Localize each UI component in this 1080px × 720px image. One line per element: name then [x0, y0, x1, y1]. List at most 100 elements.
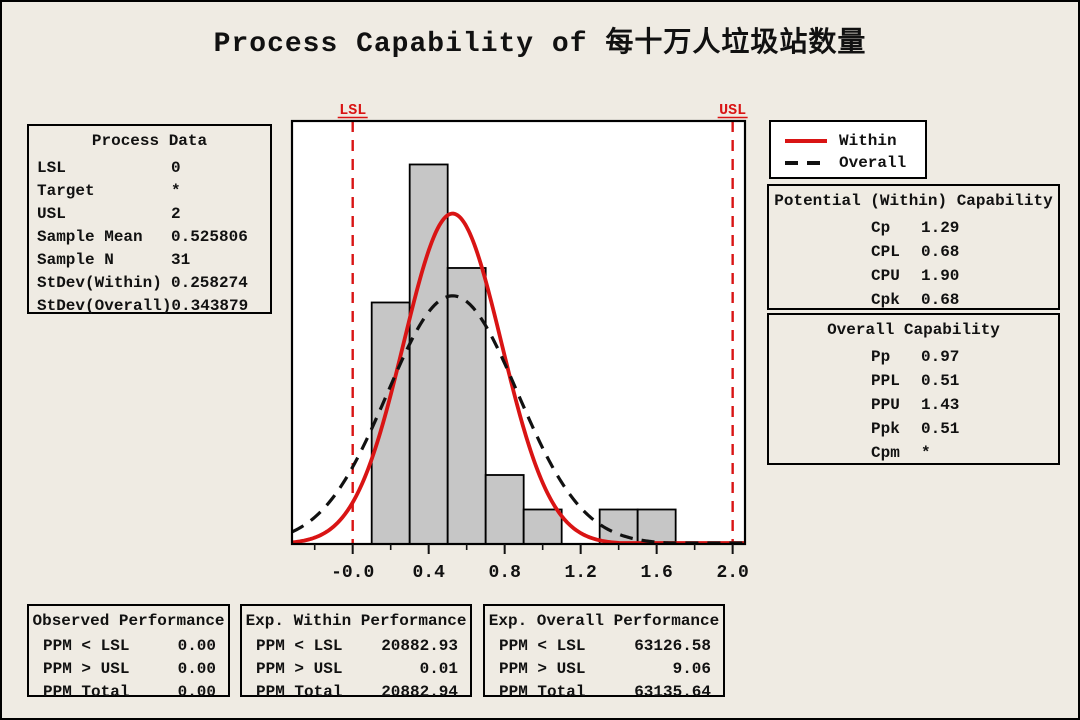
stat-row: USL 2	[37, 203, 264, 226]
spec-label-usl: USL	[719, 102, 746, 119]
x-axis-tick-label: 1.2	[564, 563, 596, 583]
solid-line-swatch	[785, 139, 827, 143]
stat-value: 63126.58	[634, 637, 711, 655]
stat-label: PPM Total	[43, 683, 130, 701]
stat-value: 0.01	[419, 660, 458, 678]
stat-row: PPU 1.43	[769, 393, 1058, 417]
histogram-plot-svg: LSL USL -0.0 0.4 0.8 1.2 1.6 2.0	[290, 102, 749, 583]
stat-row: Cpk 0.68	[769, 288, 1058, 312]
stat-label: Ppk	[871, 420, 900, 438]
exp-within-performance-title: Exp. Within Performance	[245, 612, 467, 630]
stat-row: Sample Mean 0.525806	[37, 226, 264, 249]
stat-value: *	[171, 182, 181, 200]
stat-row: PPM Total 63135.64	[499, 681, 711, 704]
stat-value: *	[921, 444, 931, 462]
stat-value: 0.343879	[171, 297, 249, 315]
overall-capability-title: Overall Capability	[827, 321, 1000, 339]
stat-label: LSL	[37, 159, 66, 177]
within-capability-panel: Potential (Within) Capability Cp 1.29 CPL 0…	[767, 184, 1060, 310]
stat-value: 31	[171, 251, 191, 269]
stat-value: 20882.94	[381, 683, 458, 701]
stat-label: PPM > USL	[499, 660, 586, 678]
exp-within-performance-rows: PPM < LSL 20882.93 PPM > USL 0.01 PPM Total 2…	[242, 631, 470, 704]
stat-value: 0.68	[921, 243, 960, 261]
stat-value: 0	[171, 159, 181, 177]
stat-label: PPM > USL	[43, 660, 130, 678]
exp-within-performance-panel: Exp. Within Performance PPM < LSL 20882.9…	[240, 604, 472, 701]
stat-value: 0.00	[177, 683, 216, 701]
stat-value: 0.00	[177, 637, 216, 655]
stat-value: 0.97	[921, 348, 960, 366]
observed-performance-title: Observed Performance	[32, 612, 225, 630]
x-axis-tick-label: 1.6	[640, 563, 672, 583]
stat-row: PPM > USL 0.00	[43, 658, 216, 681]
stat-row: PPM < LSL 20882.93	[256, 635, 458, 658]
stat-row: LSL 0	[37, 157, 264, 180]
stat-label: Sample N	[37, 251, 114, 269]
stat-label: Cpm	[871, 444, 900, 462]
stat-label: Cp	[871, 219, 891, 237]
curve-legend: Within Overall	[769, 120, 927, 179]
stat-row: Cpm *	[769, 441, 1058, 465]
stat-value: 20882.93	[381, 637, 458, 655]
stat-label: PPM < LSL	[256, 637, 343, 655]
stat-row: PPL 0.51	[769, 369, 1058, 393]
stat-value: 0.68	[921, 291, 960, 309]
process-data-title: Process Data	[91, 132, 208, 150]
capability-histogram: LSL USL -0.0 0.4 0.8 1.2 1.6 2.0	[290, 97, 750, 589]
stat-label: PPM < LSL	[43, 637, 130, 655]
stat-row: PPM < LSL 0.00	[43, 635, 216, 658]
stat-row: StDev(Overall) 0.343879	[37, 295, 264, 318]
legend-item-within: Within	[785, 131, 925, 151]
observed-performance-rows: PPM < LSL 0.00 PPM > USL 0.00 PPM Total 0.00	[29, 631, 228, 704]
histogram-bar	[636, 508, 677, 545]
legend-label: Within	[839, 131, 897, 150]
stat-value: 0.525806	[171, 228, 248, 246]
overall-capability-rows: Pp 0.97 PPL 0.51 PPU 1.43 Ppk 0.51 Cpm *	[769, 340, 1058, 465]
stat-value: 2	[171, 205, 181, 223]
stat-row: Target *	[37, 180, 264, 203]
stat-row: PPM Total 20882.94	[256, 681, 458, 704]
stat-value: 0.00	[177, 660, 216, 678]
page-title: Process Capability of 每十万人垃圾站数量	[213, 29, 867, 60]
stat-row: PPM < LSL 63126.58	[499, 635, 711, 658]
stat-value: 1.29	[921, 219, 960, 237]
stat-label: Cpk	[871, 291, 900, 309]
stat-label: PPL	[871, 372, 900, 390]
stat-label: CPL	[871, 243, 900, 261]
process-data-panel: Process Data LSL 0 Target * USL 2 Sample Mean 0…	[27, 124, 272, 315]
exp-overall-performance-title: Exp. Overall Performance	[488, 612, 720, 630]
stat-value: 0.258274	[171, 274, 248, 292]
stat-value: 1.90	[921, 267, 960, 285]
histogram-bar	[446, 267, 487, 545]
histogram-bar	[484, 474, 525, 545]
x-axis-tick-label: 0.4	[412, 563, 445, 583]
stat-value: 0.51	[921, 372, 960, 390]
stat-value: 0.51	[921, 420, 960, 438]
stat-row: Sample N 31	[37, 249, 264, 272]
overall-capability-panel: Overall Capability Pp 0.97 PPL 0.51 PPU 1.43 P…	[767, 313, 1060, 465]
stat-label: Target	[37, 182, 95, 200]
legend-item-overall: Overall	[785, 153, 925, 173]
plot-frame	[290, 119, 747, 546]
stat-label: PPM Total	[256, 683, 343, 701]
stat-value: 9.06	[672, 660, 711, 678]
stat-row: CPU 1.90	[769, 264, 1058, 288]
stat-label: PPU	[871, 396, 900, 414]
stat-value: 1.43	[921, 396, 960, 414]
stat-label: USL	[37, 205, 66, 223]
stat-label: StDev(Overall)	[37, 297, 172, 315]
stat-row: Pp 0.97	[769, 345, 1058, 369]
x-axis-tick-label: -0.0	[331, 563, 374, 583]
observed-performance-panel: Observed Performance PPM < LSL 0.00 PPM > …	[27, 604, 230, 701]
stat-row: Ppk 0.51	[769, 417, 1058, 441]
stat-label: PPM > USL	[256, 660, 343, 678]
within-capability-rows: Cp 1.29 CPL 0.68 CPU 1.90 Cpk 0.68	[769, 211, 1058, 312]
x-axis-tick-label: 0.8	[488, 563, 520, 583]
stat-row: Cp 1.29	[769, 216, 1058, 240]
stat-label: PPM Total	[499, 683, 586, 701]
dashed-line-swatch	[785, 161, 827, 165]
exp-overall-performance-panel: Exp. Overall Performance PPM < LSL 63126.…	[483, 604, 725, 701]
stat-row: StDev(Within) 0.258274	[37, 272, 264, 295]
